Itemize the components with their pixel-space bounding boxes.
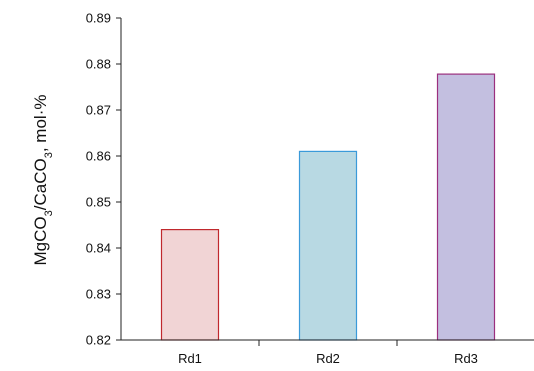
y-tick-label: 0.88	[86, 57, 111, 72]
y-axis-title-part2: /CaCO	[31, 158, 50, 210]
y-tick-label: 0.85	[86, 195, 111, 210]
y-ticks-group: 0.82 0.83 0.84 0.85 0.86 0.87 0.88 0.89	[86, 11, 121, 348]
bar-rd1	[160, 229, 220, 341]
x-ticks-group: Rd1 Rd2 Rd3	[178, 340, 478, 366]
y-axis-title-part1: MgCO	[31, 216, 50, 265]
y-axis-title: MgCO3/CaCO3, mol·%	[31, 95, 55, 266]
y-axis-title-subscript-1: 3	[43, 210, 55, 216]
y-tick-label: 0.83	[86, 287, 111, 302]
x-tick-label: Rd3	[454, 351, 478, 366]
bars-group	[160, 73, 496, 341]
y-tick-label: 0.87	[86, 103, 111, 118]
y-tick-label: 0.82	[86, 333, 111, 348]
x-tick-label: Rd2	[316, 351, 340, 366]
y-axis-title-part3: , mol·%	[31, 95, 50, 153]
y-tick-label: 0.89	[86, 11, 111, 26]
y-axis-title-subscript-2: 3	[43, 152, 55, 158]
y-tick-label: 0.84	[86, 241, 111, 256]
bar-rd3	[436, 73, 496, 341]
bar-rd2	[298, 150, 358, 341]
x-tick-label: Rd1	[178, 351, 202, 366]
y-tick-label: 0.86	[86, 149, 111, 164]
axes-group	[120, 18, 534, 341]
